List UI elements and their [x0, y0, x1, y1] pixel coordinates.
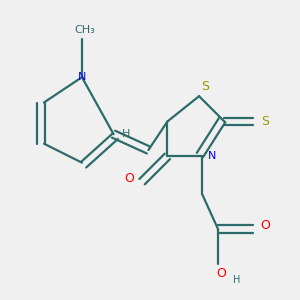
Text: O: O	[261, 220, 271, 232]
Text: H: H	[122, 129, 130, 139]
Text: N: N	[208, 151, 216, 161]
Text: O: O	[216, 267, 226, 280]
Text: N: N	[78, 72, 86, 82]
Text: S: S	[201, 80, 209, 93]
Text: H: H	[233, 275, 241, 285]
Text: O: O	[124, 172, 134, 185]
Text: S: S	[262, 115, 270, 128]
Text: CH₃: CH₃	[75, 25, 95, 35]
